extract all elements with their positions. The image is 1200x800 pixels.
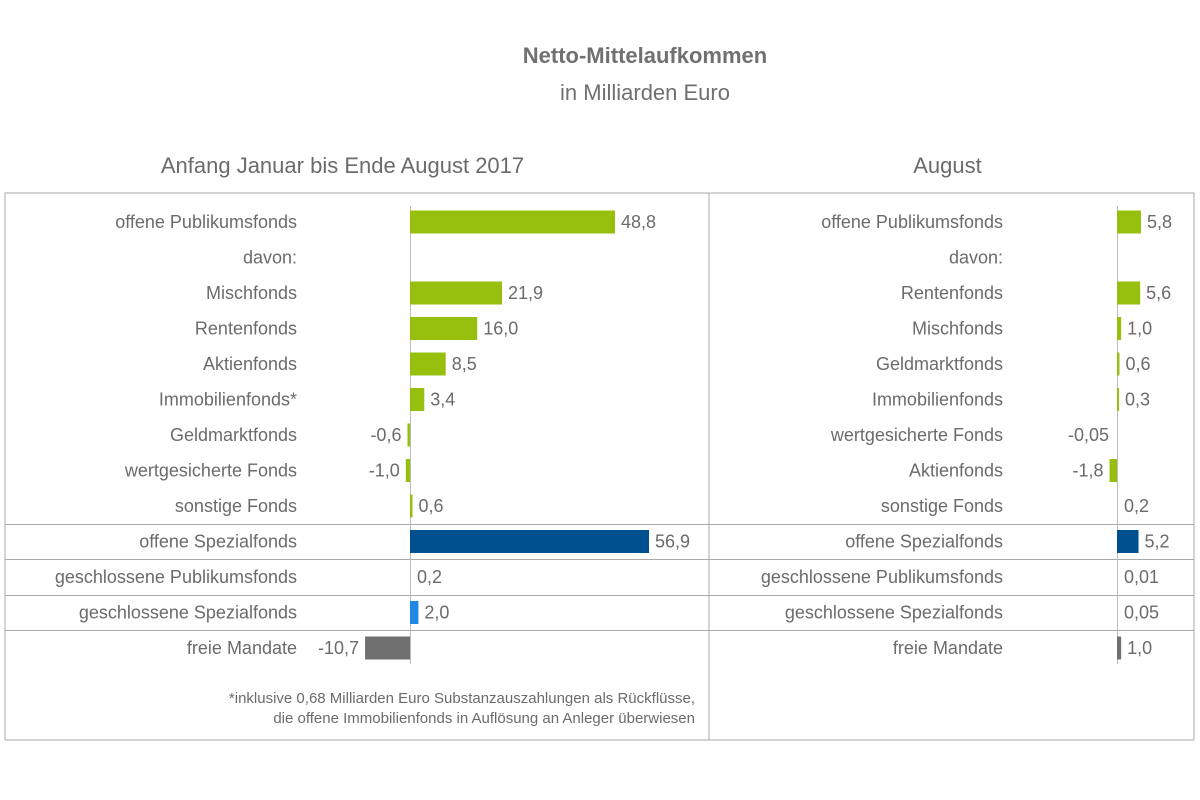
left-category-label: Mischfonds (206, 283, 297, 303)
right-value-label: 0,6 (1125, 354, 1150, 374)
left-bar (410, 494, 413, 518)
right-category-label: Aktienfonds (909, 461, 1003, 481)
right-value-label: -1,8 (1073, 461, 1104, 481)
footnote-line-2: die offene Immobilienfonds in Auflösung … (273, 710, 695, 727)
left-category-label: geschlossene Spezialfonds (79, 603, 297, 623)
left-value-label: 3,4 (430, 390, 455, 410)
left-category-label: davon: (243, 248, 297, 268)
right-category-label: Geldmarktfonds (876, 354, 1003, 374)
left-category-label: freie Mandate (187, 638, 297, 658)
left-bar (410, 601, 419, 624)
right-category-label: geschlossene Spezialfonds (785, 603, 1003, 623)
left-value-label: 21,9 (508, 283, 543, 303)
right-category-label: offene Publikumsfonds (821, 212, 1003, 232)
left-category-label: sonstige Fonds (175, 496, 297, 516)
right-category-label: geschlossene Publikumsfonds (761, 567, 1003, 587)
right-bar (1109, 459, 1117, 482)
left-bar (410, 530, 650, 553)
left-category-label: Aktienfonds (203, 354, 297, 374)
left-value-label: 16,0 (483, 319, 518, 339)
left-bar (410, 352, 446, 376)
right-bar (1117, 317, 1122, 340)
right-category-label: Immobilienfonds (872, 390, 1003, 410)
left-value-label: 48,8 (621, 212, 656, 232)
left-bar (410, 388, 425, 411)
right-category-label: Mischfonds (912, 319, 1003, 339)
right-bar (1117, 636, 1122, 660)
left-value-label: 0,6 (419, 496, 444, 516)
left-panel-title: Anfang Januar bis Ende August 2017 (160, 153, 525, 178)
right-category-label: Rentenfonds (901, 283, 1003, 303)
left-category-label: Geldmarktfonds (170, 425, 297, 445)
chart-subtitle: in Milliarden Euro (560, 80, 730, 105)
right-value-label: 0,05 (1124, 603, 1159, 623)
left-bar (410, 317, 478, 340)
right-value-label: -0,05 (1068, 425, 1109, 445)
left-value-label: 56,9 (655, 532, 690, 552)
left-bar (410, 210, 615, 234)
right-value-label: 5,8 (1147, 212, 1172, 232)
right-bar (1117, 281, 1141, 305)
right-value-label: 5,6 (1146, 283, 1171, 303)
left-category-label: Immobilienfonds* (159, 390, 297, 410)
right-panel-title: August (913, 153, 982, 178)
right-category-label: davon: (949, 248, 1003, 268)
right-value-label: 0,3 (1125, 390, 1150, 410)
footnote-line-1: *inklusive 0,68 Milliarden Euro Substanz… (228, 690, 695, 707)
right-bar (1117, 388, 1119, 411)
left-value-label: -1,0 (369, 461, 400, 481)
right-category-label: offene Spezialfonds (845, 532, 1003, 552)
left-bar (410, 281, 502, 305)
left-category-label: offene Spezialfonds (139, 532, 297, 552)
right-value-label: 0,2 (1124, 496, 1149, 516)
footnote: *inklusive 0,68 Milliarden Euro Substanz… (150, 689, 695, 729)
chart-frame (4, 192, 1195, 741)
left-bar (405, 459, 410, 482)
left-category-label: geschlossene Publikumsfonds (55, 567, 297, 587)
chart-title: Netto-Mittelaufkommen (522, 43, 768, 68)
right-value-label: 5,2 (1145, 532, 1170, 552)
right-category-label: sonstige Fonds (881, 496, 1003, 516)
right-category-label: wertgesicherte Fonds (830, 425, 1003, 445)
left-category-label: Rentenfonds (195, 319, 297, 339)
left-value-label: -0,6 (370, 425, 401, 445)
left-category-label: offene Publikumsfonds (115, 212, 297, 232)
right-bar (1117, 210, 1141, 234)
left-category-label: wertgesicherte Fonds (124, 461, 297, 481)
right-bar (1117, 352, 1120, 376)
right-value-label: 0,01 (1124, 567, 1159, 587)
left-value-label: -10,7 (318, 638, 359, 658)
left-bar (407, 423, 410, 447)
right-category-label: freie Mandate (893, 638, 1003, 658)
right-value-label: 1,0 (1127, 638, 1152, 658)
right-bar (1117, 530, 1139, 553)
left-value-label: 2,0 (424, 603, 449, 623)
right-value-label: 1,0 (1127, 319, 1152, 339)
left-value-label: 8,5 (452, 354, 477, 374)
left-bar (365, 636, 410, 660)
left-value-label: 0,2 (417, 567, 442, 587)
